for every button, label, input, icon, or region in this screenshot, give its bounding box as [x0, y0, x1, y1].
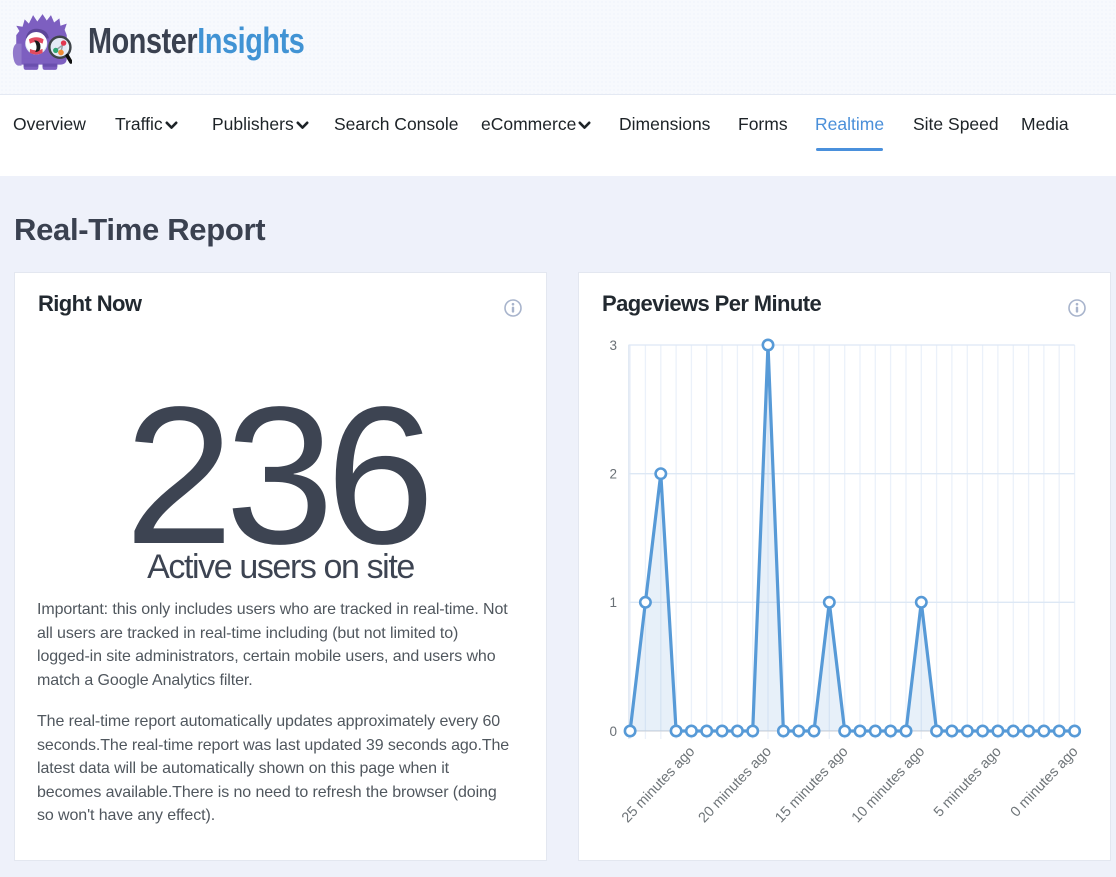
svg-text:20 minutes ago: 20 minutes ago	[696, 744, 775, 826]
svg-text:0 minutes ago: 0 minutes ago	[1008, 744, 1082, 821]
svg-text:1: 1	[609, 595, 617, 610]
svg-text:10 minutes ago: 10 minutes ago	[849, 744, 928, 826]
svg-text:15 minutes ago: 15 minutes ago	[772, 744, 851, 826]
svg-text:2: 2	[609, 467, 617, 482]
svg-text:5 minutes ago: 5 minutes ago	[931, 744, 1005, 821]
svg-text:0: 0	[609, 724, 617, 739]
svg-text:3: 3	[609, 338, 617, 353]
svg-text:25 minutes ago: 25 minutes ago	[619, 744, 698, 826]
